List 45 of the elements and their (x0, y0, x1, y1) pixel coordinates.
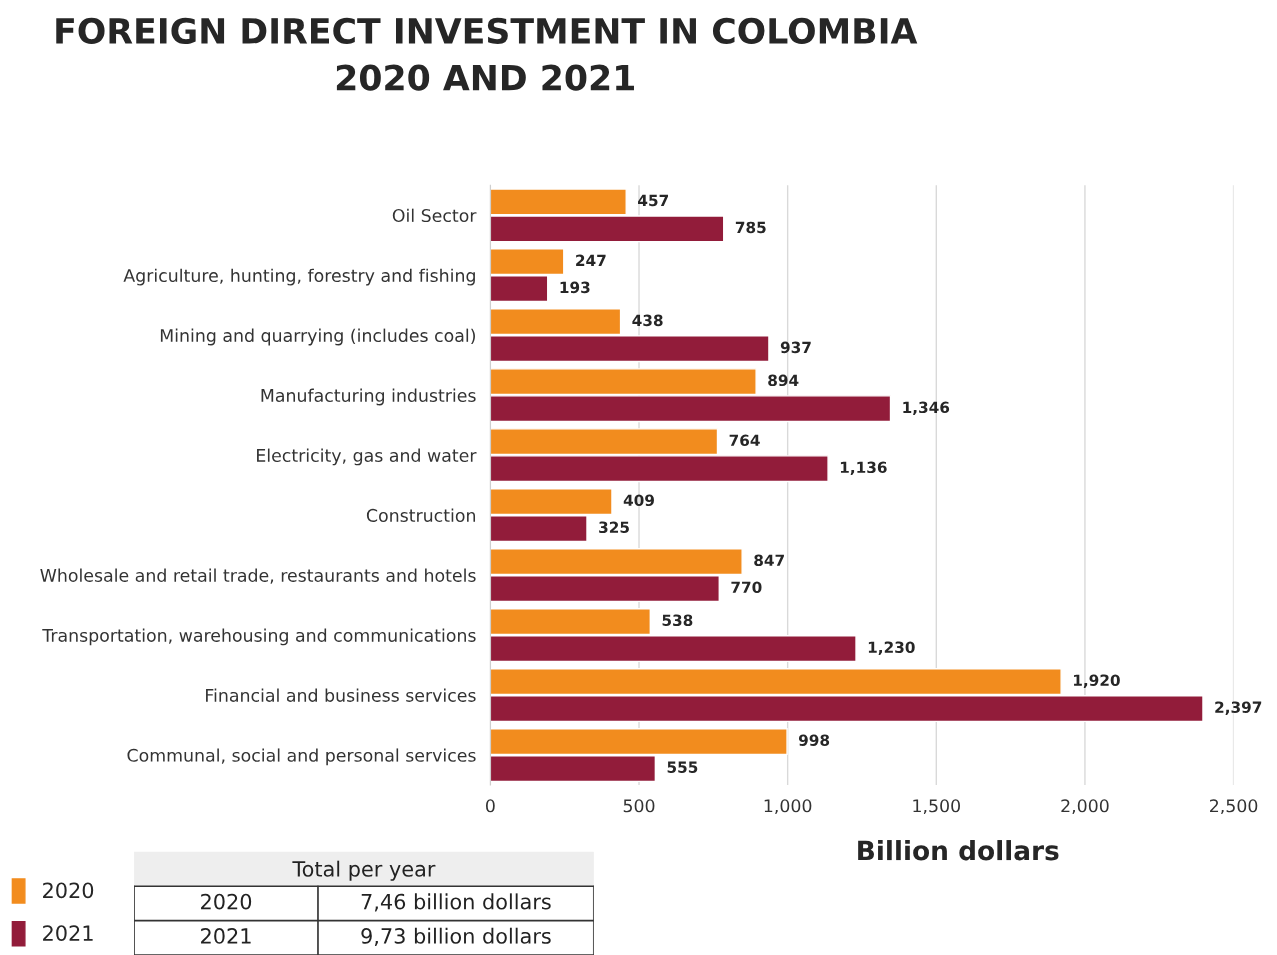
y-tick-label: Construction (366, 508, 476, 522)
y-tick-label: Financial and business services (206, 688, 476, 702)
data-label: 847 (754, 554, 784, 567)
legend-label: 2021 (43, 925, 93, 941)
data-label: 998 (798, 734, 830, 746)
data-label: 770 (731, 581, 762, 594)
y-tick-label: Transportation, warehousing and communications (42, 628, 476, 646)
data-label: 785 (735, 221, 766, 234)
data-label: 409 (623, 494, 654, 507)
data-label: 555 (667, 761, 698, 773)
y-tick-label: Manufacturing industries (261, 388, 476, 406)
x-tick-label: 2,000 (1061, 799, 1109, 815)
data-label: 1,136 (840, 461, 887, 476)
data-label: 894 (768, 374, 799, 387)
data-label: 325 (599, 521, 629, 534)
x-axis-title: Billion dollars (858, 840, 1059, 861)
y-tick-label: Electricity, gas and water (257, 448, 477, 466)
data-label: 1,346 (903, 401, 950, 416)
data-label: 1,230 (868, 641, 915, 655)
legend-label: 2020 (43, 882, 94, 899)
x-tick-label: 1,500 (913, 799, 960, 815)
text: 7,46 billion dollars (361, 893, 551, 912)
text: 2021 (201, 928, 251, 944)
data-label: 457 (638, 194, 669, 207)
x-tick-label: 0 (485, 799, 495, 813)
data-label: 538 (662, 614, 693, 627)
y-tick-label: Wholesale and retail trade, restaurants and hotels (40, 568, 476, 584)
data-label: 1,920 (1073, 674, 1120, 688)
data-label: 438 (632, 314, 663, 327)
y-tick-label: Mining and quarrying (includes coal) (160, 328, 475, 346)
y-tick-label: Agriculture, hunting, forestry and fishing (123, 268, 475, 286)
x-tick-label: 500 (623, 799, 655, 813)
text: 9,73 billion dollars (361, 927, 551, 946)
x-tick-label: 2,500 (1210, 799, 1258, 815)
text: 2020 (201, 893, 252, 910)
y-tick-label: Oil Sector (392, 208, 477, 223)
y-tick-label: Communal, social and personal services (127, 748, 476, 766)
data-label: 764 (729, 434, 760, 447)
data-label: 937 (780, 341, 811, 354)
chart-title: FOREIGN DIRECT INVESTMENT IN COLOMBIA 2020 AND 2021 (56, 17, 918, 91)
x-tick-label: 1,000 (764, 799, 812, 815)
text: Total per year (292, 860, 436, 881)
data-label: 193 (560, 281, 590, 294)
data-label: 247 (576, 254, 606, 266)
data-label: 2,397 (1215, 701, 1262, 715)
